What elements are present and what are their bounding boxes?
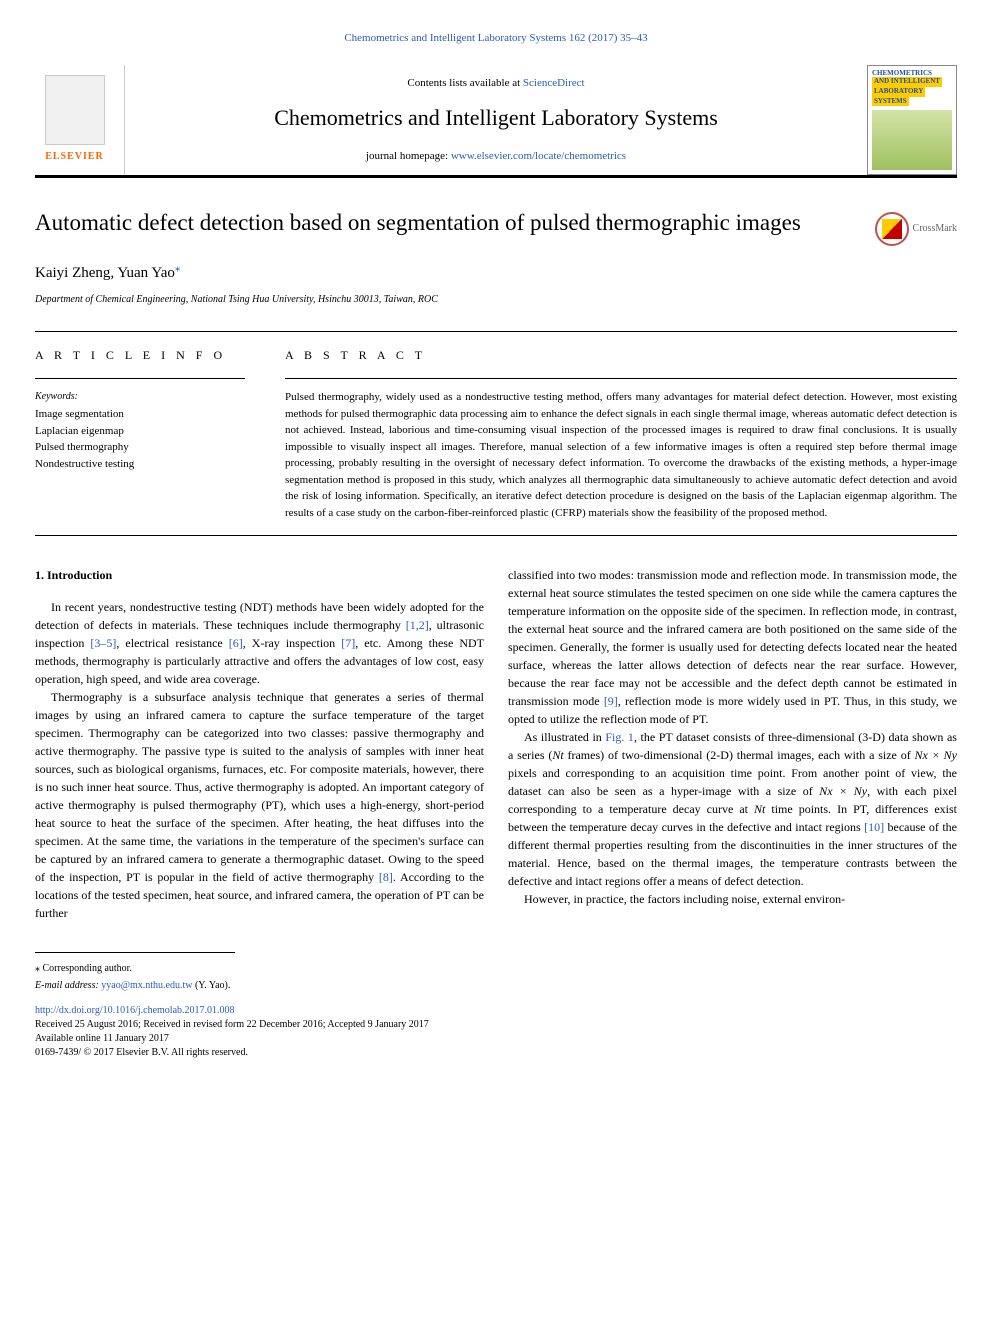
- corresponding-author-note: ⁎ Corresponding author.: [35, 961, 957, 976]
- corresponding-asterisk[interactable]: ⁎: [175, 262, 181, 274]
- cover-line3: LABORATORY: [872, 87, 925, 97]
- body-paragraph: In recent years, nondestructive testing …: [35, 598, 484, 688]
- journal-cover-thumbnail[interactable]: CHEMOMETRICS AND INTELLIGENT LABORATORY …: [867, 65, 957, 175]
- top-journal-citation[interactable]: Chemometrics and Intelligent Laboratory …: [35, 30, 957, 47]
- crossmark-icon: [875, 212, 909, 246]
- abstract-heading: A B S T R A C T: [285, 346, 957, 364]
- email-line: E-mail address: yyao@mx.nthu.edu.tw (Y. …: [35, 978, 957, 993]
- homepage-url[interactable]: www.elsevier.com/locate/chemometrics: [451, 150, 626, 162]
- elsevier-tree-icon: [45, 75, 105, 145]
- body-paragraph: Thermography is a subsurface analysis te…: [35, 688, 484, 922]
- email-link[interactable]: yyao@mx.nthu.edu.tw: [101, 980, 192, 991]
- footnote-divider: [35, 952, 235, 953]
- crossmark-label: CrossMark: [913, 221, 957, 236]
- body-columns: 1. Introduction In recent years, nondest…: [35, 566, 957, 922]
- ref-link[interactable]: [1,2]: [406, 618, 429, 632]
- authors-names: Kaiyi Zheng, Yuan Yao: [35, 265, 175, 281]
- ref-link[interactable]: [6]: [229, 636, 243, 650]
- ref-link[interactable]: [3–5]: [90, 636, 116, 650]
- cover-title: CHEMOMETRICS AND INTELLIGENT LABORATORY …: [872, 70, 952, 107]
- cover-image: [872, 110, 952, 169]
- received-dates: Received 25 August 2016; Received in rev…: [35, 1018, 957, 1032]
- body-text: classified into two modes: transmission …: [508, 568, 957, 708]
- elsevier-brand-text: ELSEVIER: [45, 149, 104, 164]
- abstract-text: Pulsed thermography, widely used as a no…: [285, 389, 957, 521]
- crossmark-badge[interactable]: CrossMark: [875, 212, 957, 246]
- homepage-prefix: journal homepage:: [366, 150, 451, 162]
- email-label: E-mail address:: [35, 980, 101, 991]
- info-abstract-row: A R T I C L E I N F O Keywords: Image se…: [35, 331, 957, 536]
- cover-line1: CHEMOMETRICS: [872, 70, 952, 78]
- ref-link[interactable]: [8]: [379, 870, 393, 884]
- homepage-line: journal homepage: www.elsevier.com/locat…: [366, 148, 626, 165]
- body-column-right: classified into two modes: transmission …: [508, 566, 957, 922]
- journal-header: ELSEVIER Contents lists available at Sci…: [35, 65, 957, 178]
- body-column-left: 1. Introduction In recent years, nondest…: [35, 566, 484, 922]
- variable-nxny: Nx × Ny: [915, 748, 957, 762]
- contents-prefix: Contents lists available at: [407, 77, 522, 89]
- affiliation: Department of Chemical Engineering, Nati…: [35, 292, 957, 307]
- header-center: Contents lists available at ScienceDirec…: [125, 65, 867, 175]
- variable-nt: Nt: [754, 802, 765, 816]
- body-text: , electrical resistance: [116, 636, 228, 650]
- ref-link[interactable]: [9]: [604, 694, 618, 708]
- body-text: However, in practice, the factors includ…: [524, 892, 845, 906]
- variable-nxny: Nx × Ny: [819, 784, 867, 798]
- ref-link[interactable]: [7]: [341, 636, 355, 650]
- doi-link[interactable]: http://dx.doi.org/10.1016/j.chemolab.201…: [35, 1003, 957, 1018]
- abstract-column: A B S T R A C T Pulsed thermography, wid…: [265, 332, 957, 535]
- body-text: Thermography is a subsurface analysis te…: [35, 690, 484, 884]
- abstract-divider: [285, 378, 957, 379]
- body-text: , X-ray inspection: [243, 636, 341, 650]
- copyright-line: 0169-7439/ © 2017 Elsevier B.V. All righ…: [35, 1046, 957, 1060]
- body-paragraph: As illustrated in Fig. 1, the PT dataset…: [508, 728, 957, 890]
- article-info-column: A R T I C L E I N F O Keywords: Image se…: [35, 332, 265, 535]
- variable-nt: Nt: [552, 748, 563, 762]
- ref-link[interactable]: [10]: [864, 820, 884, 834]
- fig-link[interactable]: Fig. 1: [605, 730, 634, 744]
- keywords-list: Image segmentation Laplacian eigenmap Pu…: [35, 406, 245, 472]
- body-text: frames) of two-dimensional (2-D) thermal…: [564, 748, 915, 762]
- cover-line4: SYSTEMS: [872, 97, 909, 107]
- available-online: Available online 11 January 2017: [35, 1032, 957, 1046]
- authors-line: Kaiyi Zheng, Yuan Yao⁎: [35, 260, 957, 285]
- keywords-label: Keywords:: [35, 389, 245, 404]
- body-paragraph: classified into two modes: transmission …: [508, 566, 957, 728]
- sciencedirect-link[interactable]: ScienceDirect: [523, 77, 585, 89]
- intro-heading: 1. Introduction: [35, 566, 484, 584]
- title-row: Automatic defect detection based on segm…: [35, 208, 957, 246]
- article-info-heading: A R T I C L E I N F O: [35, 346, 245, 364]
- journal-name: Chemometrics and Intelligent Laboratory …: [274, 101, 718, 134]
- contents-available-line: Contents lists available at ScienceDirec…: [407, 75, 584, 92]
- elsevier-logo[interactable]: ELSEVIER: [35, 65, 125, 175]
- info-divider: [35, 378, 245, 379]
- cover-line2: AND INTELLIGENT: [872, 77, 942, 87]
- article-title: Automatic defect detection based on segm…: [35, 208, 855, 238]
- body-paragraph: However, in practice, the factors includ…: [508, 890, 957, 908]
- email-suffix: (Y. Yao).: [192, 980, 230, 991]
- body-text: As illustrated in: [524, 730, 605, 744]
